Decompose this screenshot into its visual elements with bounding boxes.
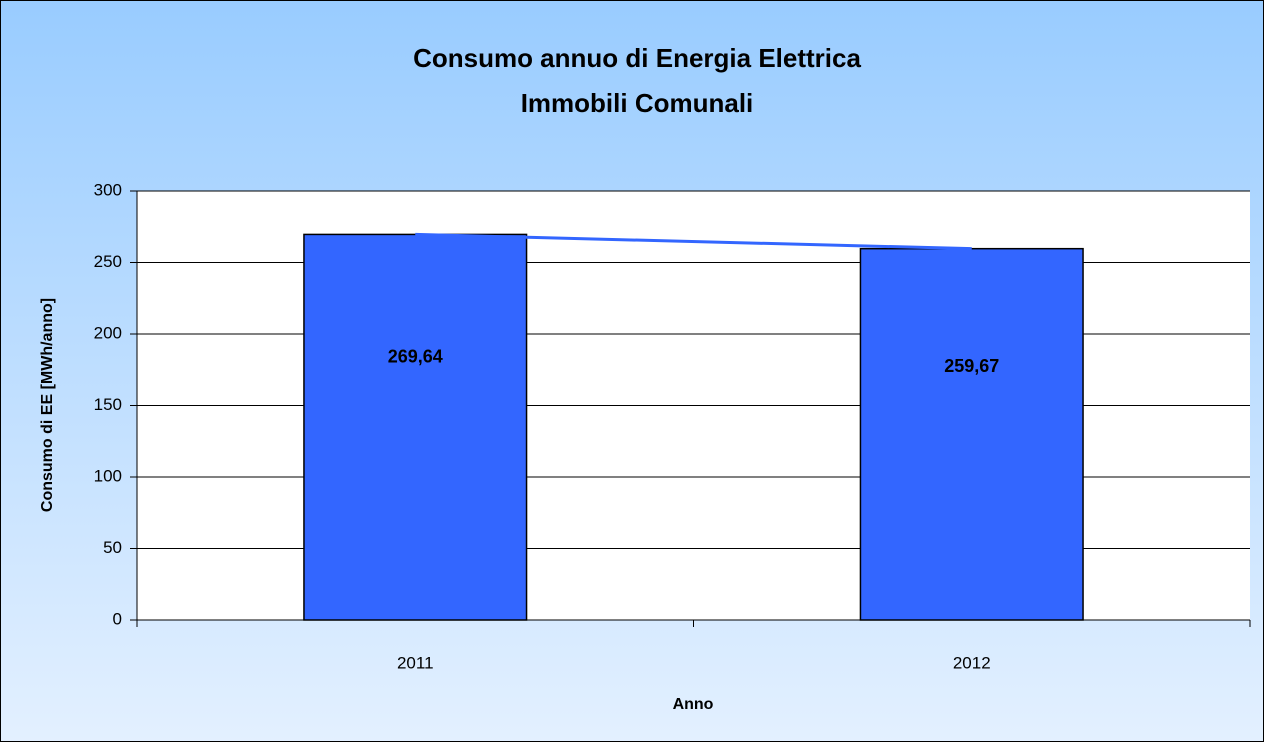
- trend-line: [415, 232, 972, 251]
- y-tick-label: 300: [94, 180, 122, 199]
- y-tick-label: 150: [94, 395, 122, 414]
- value-label: 269,64: [388, 347, 443, 367]
- y-tick-label: 50: [103, 538, 122, 557]
- x-axis-label: Anno: [673, 696, 714, 713]
- y-axis-label: Consumo di EE [MWh/anno]: [39, 298, 56, 512]
- x-tick-label: 2011: [397, 653, 434, 672]
- value-label: 259,67: [944, 356, 999, 376]
- chart-title: Consumo annuo di Energia Elettrica: [413, 43, 861, 73]
- y-tick-label: 250: [94, 252, 122, 271]
- y-tick-label: 0: [113, 609, 122, 628]
- bar: [859, 247, 1084, 621]
- y-tick-label: 200: [94, 323, 122, 342]
- x-tick-label: 2012: [953, 653, 991, 672]
- bar: [303, 233, 528, 621]
- y-tick-label: 100: [94, 466, 122, 485]
- chart-subtitle: Immobili Comunali: [521, 88, 754, 118]
